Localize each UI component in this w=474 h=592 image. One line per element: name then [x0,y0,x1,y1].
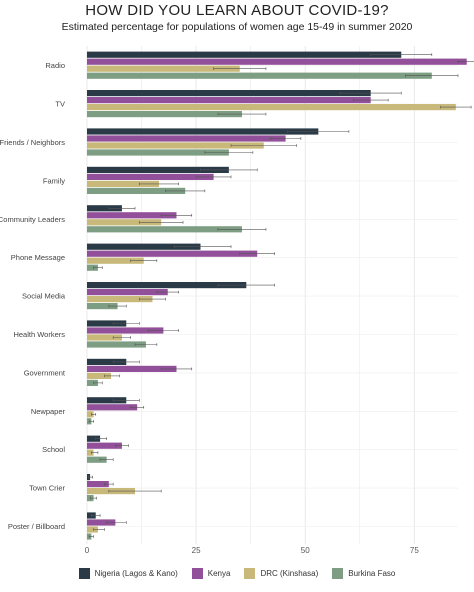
bar [87,372,112,379]
x-tick-label: 0 [85,546,90,555]
bar [87,456,107,463]
bar [87,97,371,104]
bar [87,142,264,149]
legend: Nigeria (Lagos & Kano) Kenya DRC (Kinshasa… [0,568,474,579]
legend-swatch [78,568,90,579]
bar [87,397,127,404]
bar [87,212,177,219]
bar [87,219,162,226]
bar [87,111,242,118]
bar [87,303,118,310]
category-label: TV [55,100,65,109]
bar [87,135,286,142]
bar [87,334,122,341]
bar [87,65,240,72]
legend-label: DRC (Kinshasa) [260,569,319,578]
x-tick-label: 25 [192,546,201,555]
category-label: Friends / Neighbors [0,138,65,147]
bar [87,243,201,250]
bar [87,289,168,296]
category-label: School [42,445,65,454]
bar [87,365,177,372]
category-label: Town Crier [29,484,65,493]
legend-item: Burkina Faso [332,568,395,579]
bar [87,411,94,418]
chart-title: HOW DID YOU LEARN ABOUT COVID-19? [85,2,389,19]
bar [87,51,402,58]
category-label: Social Media [22,292,66,301]
bar [87,519,116,526]
bar [87,327,164,334]
bar [87,526,98,533]
bar [87,58,467,65]
bar [87,320,127,327]
bar [87,173,214,180]
bar [87,296,153,303]
category-label: Health Workers [13,330,65,339]
category-label: Government [24,368,66,377]
bar [87,149,229,156]
category-label: Radio [45,61,65,70]
bar [87,442,122,449]
legend-swatch [244,568,256,579]
bar [87,449,94,456]
bar [87,226,242,233]
legend-item: Nigeria (Lagos & Kano) [78,568,178,579]
category-label: Community Leaders [0,215,65,224]
bar [87,205,122,212]
legend-swatch [191,568,203,579]
bar [87,72,432,79]
legend-item: Kenya [191,568,231,579]
category-label: Phone Message [11,253,65,262]
bar [87,264,98,271]
legend-item: DRC (Kinshasa) [244,568,318,579]
bar [87,341,146,348]
bar [87,481,109,488]
category-label: Poster / Billboard [8,522,65,531]
bar [87,282,247,289]
bar [87,358,127,365]
bar [87,166,229,173]
bar [87,435,101,442]
bar [87,250,258,257]
chart-subtitle: Estimated percentage for populations of … [61,21,413,33]
bar [87,90,371,97]
bar [87,404,138,411]
bar [87,187,186,194]
category-label: Family [43,176,65,185]
bar-chart: 0 25 50 75 Radio TV Friends / Neighbors Family C… [0,46,474,555]
x-tick-label: 75 [410,546,419,555]
legend-label: Kenya [207,569,231,578]
bar [87,104,456,111]
bar [87,379,98,386]
bar [87,257,144,264]
legend-label: Nigeria (Lagos & Kano) [94,569,178,578]
legend-label: Burkina Faso [348,569,396,578]
legend-swatch [332,568,344,579]
bar [87,180,160,187]
x-tick-label: 50 [301,546,310,555]
bar [87,128,319,135]
category-label: Newpaper [31,407,66,416]
